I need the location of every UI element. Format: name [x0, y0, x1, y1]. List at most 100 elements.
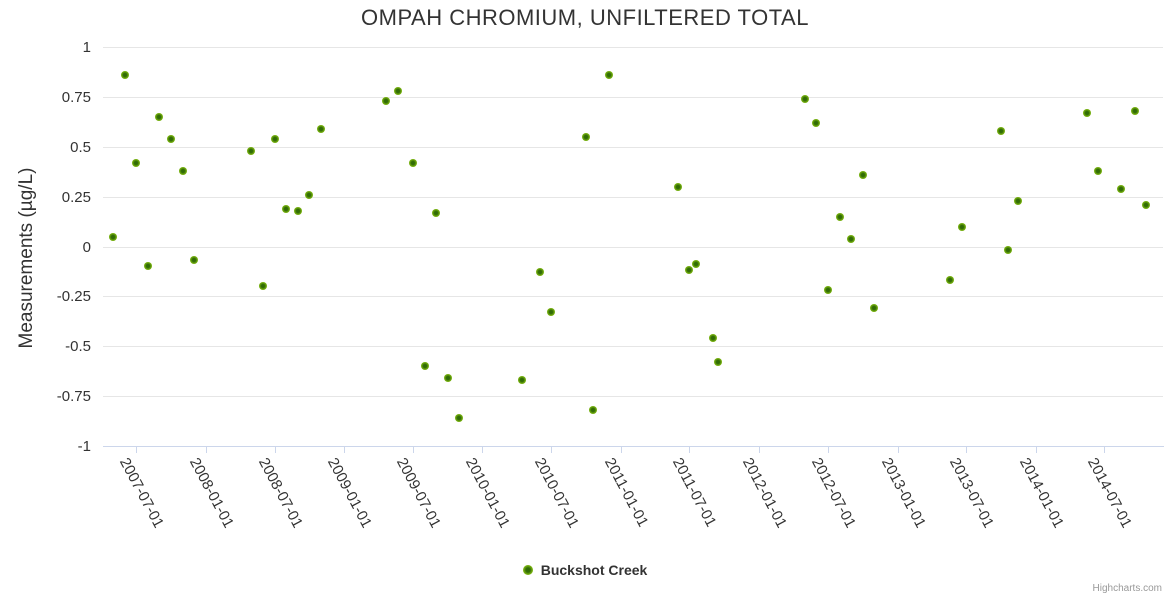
- x-tick-label: 2012-01-01: [738, 455, 790, 531]
- series-marker-icon: [522, 565, 533, 575]
- x-tick-label: 2014-07-01: [1084, 455, 1136, 531]
- x-tick-mark: [897, 447, 899, 453]
- x-tick-label: 2013-07-01: [946, 455, 998, 531]
- x-tick-mark: [966, 447, 968, 453]
- data-point[interactable]: [432, 208, 441, 217]
- y-tick-label: -1: [77, 438, 91, 455]
- data-point[interactable]: [131, 158, 140, 167]
- data-point[interactable]: [120, 70, 129, 79]
- data-point[interactable]: [108, 232, 117, 241]
- highcharts-credits-link[interactable]: Highcharts.com: [1092, 583, 1162, 594]
- x-tick-label: 2014-01-01: [1015, 455, 1067, 531]
- grid-line: [103, 346, 1163, 348]
- grid-line: [103, 246, 1163, 248]
- data-point[interactable]: [685, 266, 694, 275]
- x-tick-mark: [1035, 447, 1037, 453]
- data-point[interactable]: [589, 406, 598, 415]
- data-point[interactable]: [317, 124, 326, 133]
- data-point[interactable]: [143, 262, 152, 271]
- data-point[interactable]: [259, 282, 268, 291]
- x-tick-mark: [689, 447, 691, 453]
- data-point[interactable]: [247, 146, 256, 155]
- data-point[interactable]: [393, 86, 402, 95]
- data-point[interactable]: [957, 222, 966, 231]
- data-point[interactable]: [1142, 200, 1151, 209]
- data-point[interactable]: [381, 96, 390, 105]
- x-tick-mark: [758, 447, 760, 453]
- x-tick-label: 2012-07-01: [807, 455, 859, 531]
- grid-line: [103, 396, 1163, 398]
- data-point[interactable]: [692, 260, 701, 269]
- data-point[interactable]: [812, 118, 821, 127]
- data-point[interactable]: [847, 234, 856, 243]
- data-point[interactable]: [858, 170, 867, 179]
- y-tick-label: -0.25: [56, 288, 91, 306]
- data-point[interactable]: [870, 304, 879, 313]
- grid-line: [103, 196, 1163, 198]
- grid-line: [103, 47, 1163, 48]
- grid-line: [103, 296, 1163, 298]
- data-point[interactable]: [420, 362, 429, 371]
- data-point[interactable]: [714, 358, 723, 367]
- x-tick-mark: [274, 447, 276, 453]
- data-point[interactable]: [189, 256, 198, 265]
- data-point[interactable]: [1013, 196, 1022, 205]
- data-point[interactable]: [1082, 108, 1091, 117]
- data-point[interactable]: [581, 132, 590, 141]
- x-tick-label: 2013-01-01: [877, 455, 929, 531]
- data-point[interactable]: [408, 158, 417, 167]
- x-axis-line: [103, 446, 1164, 447]
- data-point[interactable]: [294, 206, 303, 215]
- y-tick-label: 0.5: [70, 138, 91, 156]
- data-point[interactable]: [800, 94, 809, 103]
- x-tick-mark: [1104, 447, 1106, 453]
- legend-item-label: Buckshot Creek: [540, 562, 648, 578]
- x-tick-mark: [344, 447, 346, 453]
- y-tick-label: -0.75: [56, 388, 91, 406]
- data-point[interactable]: [517, 376, 526, 385]
- x-tick-mark: [135, 447, 137, 453]
- x-tick-label: 2009-07-01: [392, 455, 444, 531]
- data-point[interactable]: [708, 334, 717, 343]
- x-tick-mark: [482, 447, 484, 453]
- data-point[interactable]: [178, 166, 187, 175]
- y-tick-label: -0.5: [65, 338, 91, 356]
- data-point[interactable]: [305, 190, 314, 199]
- data-point[interactable]: [604, 70, 613, 79]
- data-point[interactable]: [673, 182, 682, 191]
- y-tick-label: 1: [82, 39, 91, 56]
- y-tick-label: 0.25: [61, 188, 91, 206]
- x-tick-mark: [412, 447, 414, 453]
- data-point[interactable]: [1004, 246, 1013, 255]
- data-point[interactable]: [282, 204, 291, 213]
- x-tick-label: 2010-01-01: [462, 455, 514, 531]
- y-tick-label: 0: [82, 238, 91, 256]
- x-tick-label: 2007-07-01: [115, 455, 167, 531]
- x-tick-label: 2011-01-01: [600, 455, 652, 530]
- data-point[interactable]: [455, 414, 464, 423]
- data-point[interactable]: [823, 286, 832, 295]
- y-tick-label: 0.75: [61, 88, 91, 106]
- data-point[interactable]: [535, 268, 544, 277]
- data-point[interactable]: [946, 276, 955, 285]
- x-tick-mark: [827, 447, 829, 453]
- x-tick-label: 2008-07-01: [254, 455, 306, 531]
- x-tick-label: 2010-07-01: [530, 455, 583, 531]
- data-point[interactable]: [835, 212, 844, 221]
- data-point[interactable]: [1094, 166, 1103, 175]
- data-point[interactable]: [996, 126, 1005, 135]
- legend-item-buckshot-creek[interactable]: Buckshot Creek: [522, 562, 648, 578]
- data-point[interactable]: [1117, 184, 1126, 193]
- data-point[interactable]: [443, 374, 452, 383]
- data-point[interactable]: [1130, 106, 1139, 115]
- x-tick-mark: [205, 447, 207, 453]
- x-tick-label: 2009-01-01: [324, 455, 376, 531]
- x-tick-mark: [620, 447, 622, 453]
- data-point[interactable]: [547, 308, 555, 317]
- grid-line: [103, 146, 1163, 148]
- data-point[interactable]: [270, 134, 279, 143]
- grid-line: [103, 96, 1163, 98]
- data-point[interactable]: [155, 112, 164, 121]
- data-point[interactable]: [166, 134, 175, 143]
